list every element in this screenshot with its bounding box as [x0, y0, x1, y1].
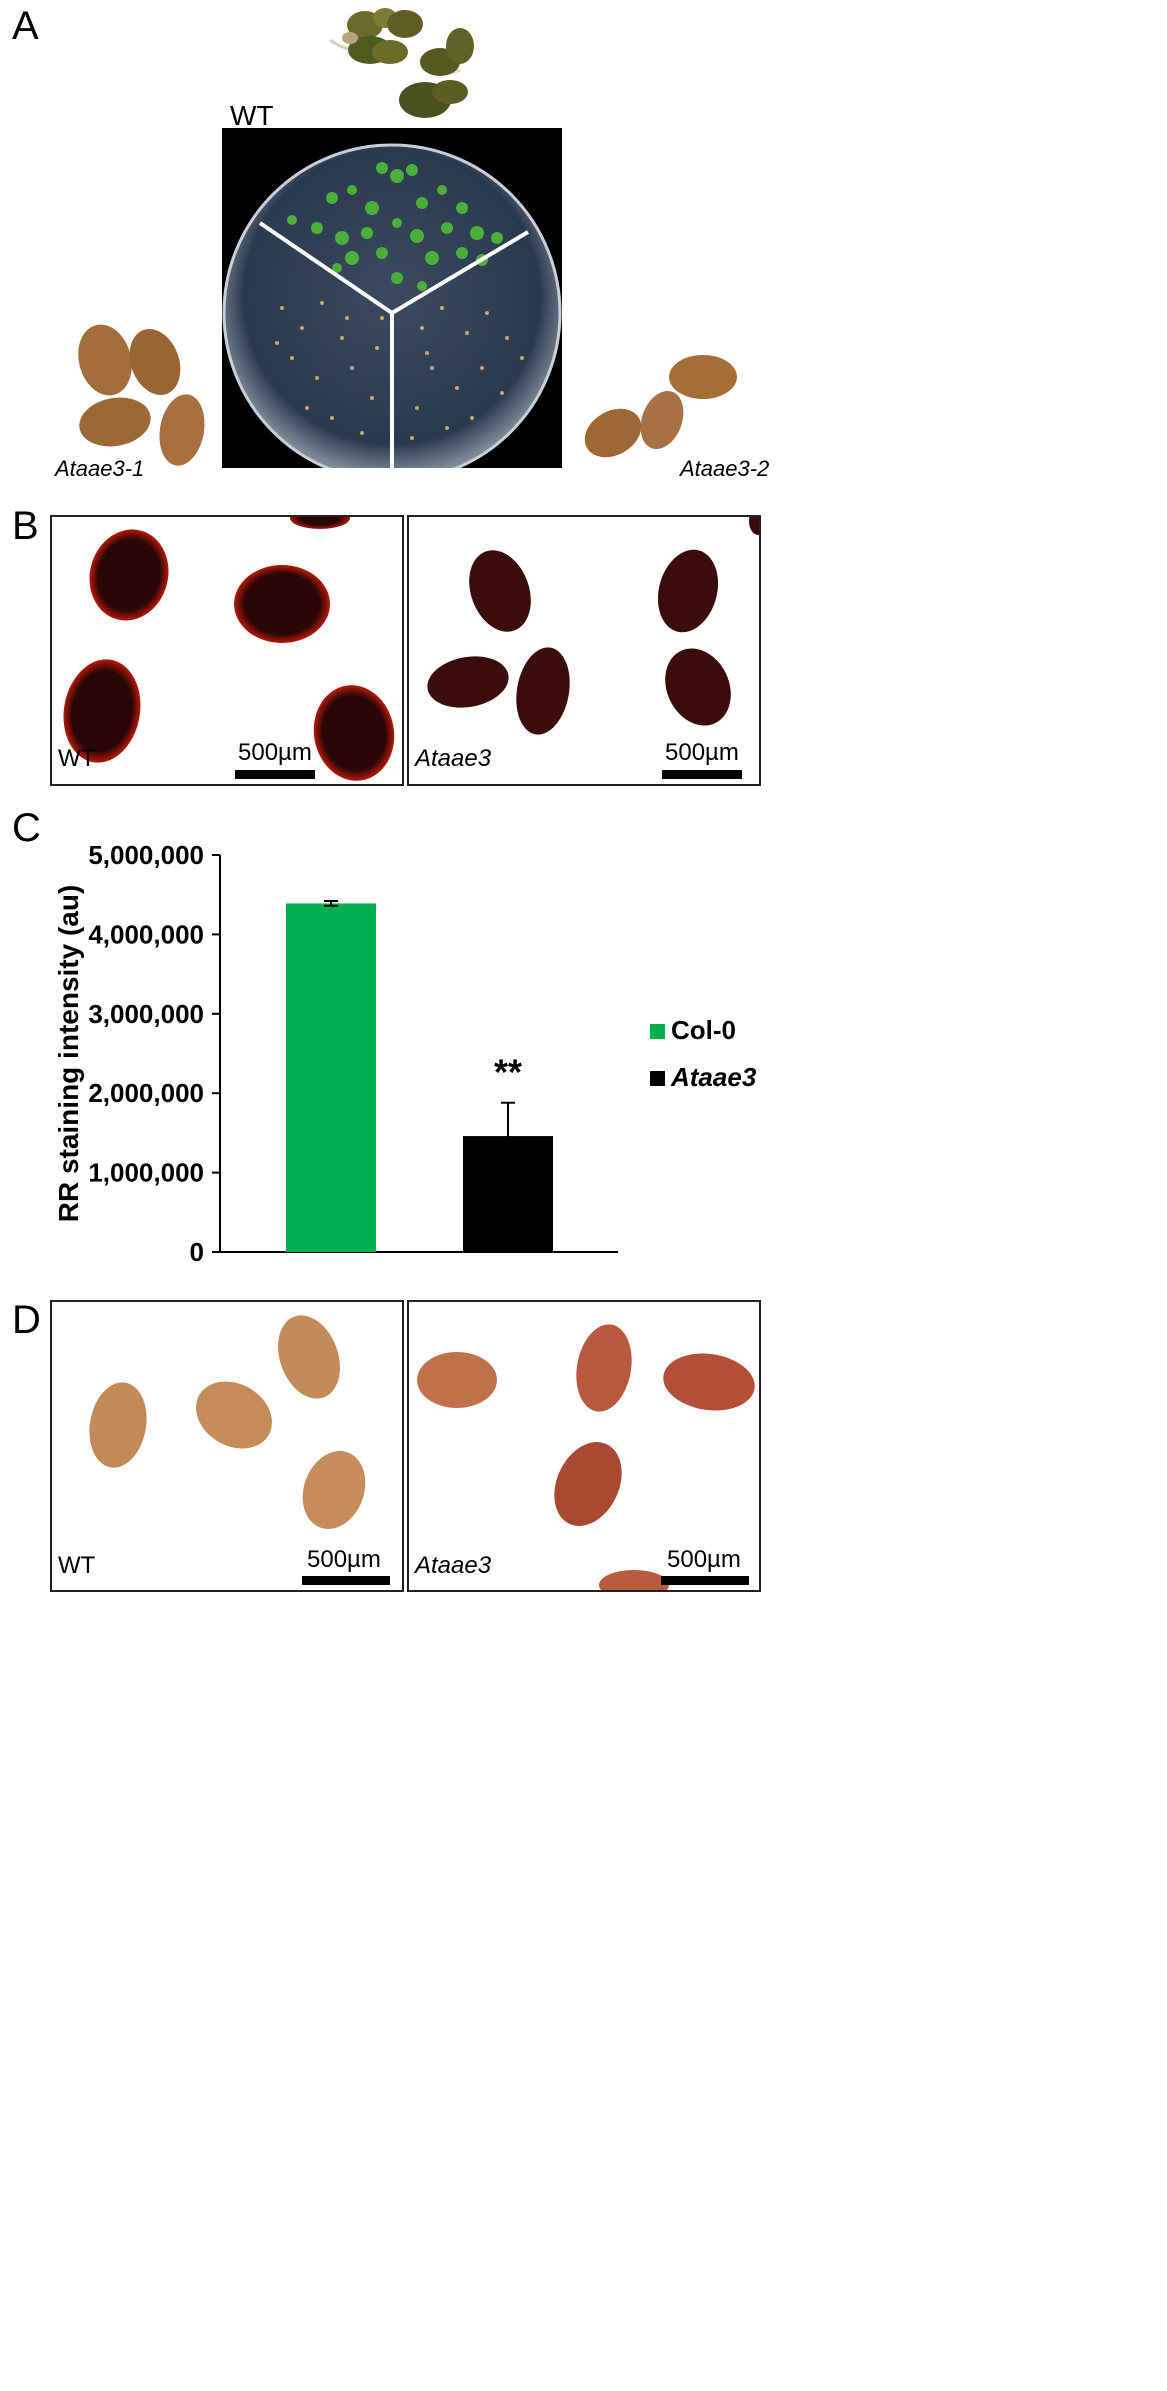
ataae3-1-seeds-image	[78, 324, 205, 466]
panel-b-wt-label: WT	[58, 745, 96, 772]
y-axis-ticks: 0 1,000,000 2,000,000 3,000,000 4,000,000 5,0…	[88, 840, 220, 1267]
panel-d-ataae3-label: Ataae3	[415, 1552, 492, 1579]
wt-seed-pale	[183, 1368, 285, 1462]
scale-bar-label: 500µm	[665, 739, 739, 766]
y-tick-label: 0	[190, 1237, 204, 1267]
legend-label: Ataae3	[670, 1062, 757, 1092]
wt-label: WT	[230, 100, 274, 131]
ataae3-2-label: Ataae3-2	[680, 456, 770, 481]
ataae3-seed-unstained	[649, 542, 727, 640]
y-tick-label: 3,000,000	[88, 999, 204, 1029]
panel-letter-c: C	[12, 806, 41, 850]
panel-b-ataae3-image: Ataae3 500µm	[407, 515, 761, 786]
panel-b-wt-image: WT 500µm	[50, 515, 404, 786]
y-tick-label: 4,000,000	[88, 919, 204, 949]
petri-dish-photo	[222, 128, 562, 483]
panel-d-wt-label: WT	[58, 1552, 96, 1579]
scale-bar-label: 500µm	[238, 739, 312, 766]
ataae3-seed-unstained	[509, 643, 577, 739]
wt-seed-stained	[79, 520, 179, 630]
legend-swatch	[650, 1071, 665, 1086]
scale-bar-label: 500µm	[667, 1546, 741, 1573]
ataae3-seed-reddish	[599, 1570, 669, 1590]
legend-label: Col-0	[671, 1015, 736, 1045]
y-tick-label: 5,000,000	[88, 840, 204, 870]
ataae3-seed-unstained	[458, 541, 542, 641]
panel-letter-b: B	[12, 504, 39, 548]
ataae3-seed-reddish	[541, 1431, 635, 1537]
y-tick-label: 1,000,000	[88, 1158, 204, 1188]
bars-group	[286, 900, 553, 1252]
ataae3-seed-unstained	[423, 650, 513, 714]
y-tick-label: 2,000,000	[88, 1078, 204, 1108]
scale-bar	[302, 1576, 390, 1585]
wt-seed-pale	[292, 1442, 376, 1538]
panel-letter-a: A	[12, 4, 39, 48]
y-axis-label: RR staining intensity (au)	[53, 885, 84, 1223]
ataae3-seed-reddish	[569, 1319, 639, 1417]
chart-legend: Col-0 Ataae3	[650, 1015, 757, 1092]
ataae3-seed-unstained	[652, 637, 744, 737]
bar-col-0	[286, 903, 376, 1252]
panel-letter-d: D	[12, 1298, 41, 1342]
scale-bar	[662, 770, 742, 779]
panel-b-ataae3-label: Ataae3	[415, 745, 492, 772]
wt-seed-pale	[267, 1306, 351, 1408]
ataae3-1-label: Ataae3-1	[55, 456, 145, 481]
rr-staining-chart: 0 1,000,000 2,000,000 3,000,000 4,000,000 5,0…	[53, 840, 757, 1267]
wt-seedlings-image	[329, 8, 474, 118]
scale-bar	[661, 1576, 749, 1585]
scale-bar-label: 500µm	[307, 1546, 381, 1573]
legend-swatch	[650, 1024, 665, 1039]
wt-seed-stained	[306, 678, 402, 784]
wt-seed-stained	[290, 517, 350, 529]
panel-d-wt-image: WT 500µm	[50, 1300, 404, 1592]
significance-marker: **	[494, 1052, 522, 1093]
wt-seed-stained	[234, 565, 330, 643]
ataae3-seed-unstained	[749, 517, 759, 535]
panel-d-ataae3-image: Ataae3 500µm	[407, 1300, 761, 1592]
petri-dish-graphic	[222, 143, 562, 483]
ataae3-seed-reddish	[659, 1347, 759, 1417]
wt-seed-pale	[82, 1377, 154, 1473]
ataae3-seed-reddish	[417, 1352, 497, 1408]
ataae3-2-seeds-image	[584, 355, 737, 458]
scale-bar	[235, 770, 315, 779]
